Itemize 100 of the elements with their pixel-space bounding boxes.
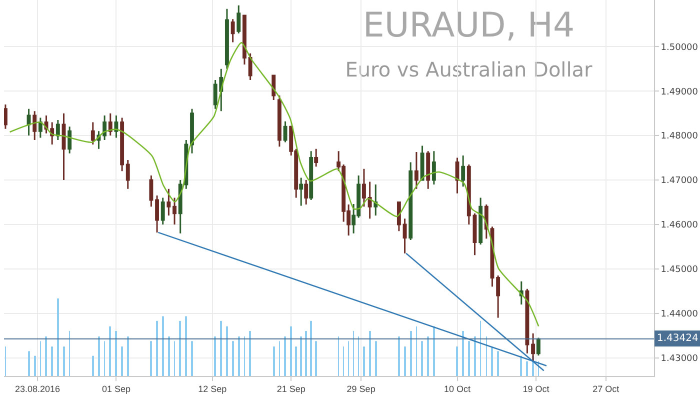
bar — [220, 320, 222, 376]
x-tick-label: 21 Sep — [276, 384, 306, 394]
candlestick — [155, 194, 159, 234]
bar — [249, 331, 251, 376]
candlestick — [62, 112, 66, 181]
candlestick — [149, 174, 154, 208]
y-tick-label: 1.43000 — [660, 354, 698, 364]
bar — [232, 341, 234, 376]
candlestick — [108, 112, 112, 136]
bar — [468, 341, 470, 376]
y-tick-label: 1.48000 — [660, 132, 698, 142]
bar — [375, 341, 377, 376]
bar — [404, 346, 406, 376]
candlestick — [4, 104, 8, 130]
ref-line-label: 1.43424 — [657, 333, 698, 344]
bar — [369, 331, 371, 376]
bar — [491, 346, 493, 376]
x-tick-label: 27 Oct — [592, 384, 620, 394]
candlestick — [160, 197, 165, 226]
candlestick — [299, 177, 304, 207]
y-tick-label: 1.47000 — [660, 176, 698, 186]
candlestick — [50, 121, 54, 146]
candlestick — [368, 181, 372, 220]
x-tick-label: 01 Sep — [102, 384, 130, 394]
candlestick — [126, 159, 130, 190]
candlestick — [172, 197, 176, 226]
candlestick — [68, 126, 72, 154]
candlestick — [242, 14, 246, 66]
bar — [28, 351, 30, 376]
candlestick — [190, 108, 194, 154]
bar — [63, 346, 65, 376]
bar — [398, 336, 400, 376]
bar — [98, 336, 100, 376]
bar — [526, 361, 528, 376]
bar — [462, 331, 464, 376]
y-tick-label: 1.44000 — [660, 309, 698, 320]
bar — [295, 346, 297, 376]
x-tick-label: 19 Oct — [522, 384, 550, 394]
bar — [300, 336, 302, 376]
bar — [226, 326, 228, 376]
candlestick — [230, 18, 235, 43]
candlestick — [455, 157, 460, 194]
candlestick — [304, 179, 308, 206]
bar — [156, 320, 158, 376]
bar — [497, 351, 499, 376]
x-tick-label: 12 Sep — [198, 384, 227, 394]
candlestick — [461, 154, 466, 188]
bar — [284, 336, 286, 376]
candlestick — [536, 337, 540, 356]
bar — [410, 331, 412, 376]
bar — [57, 298, 59, 376]
candlestick — [420, 145, 424, 181]
bar — [168, 336, 170, 376]
bar — [214, 336, 216, 376]
candlestick — [56, 119, 60, 141]
bar — [185, 316, 187, 376]
candlestick — [432, 150, 436, 186]
bar — [162, 316, 164, 376]
bar — [456, 346, 458, 376]
bar — [121, 346, 123, 376]
candlestick — [309, 150, 314, 201]
y-tick-label: 1.46000 — [660, 220, 698, 231]
candlestick — [272, 74, 276, 101]
candlestick — [236, 4, 241, 34]
bar — [150, 341, 152, 376]
candlestick — [114, 114, 118, 139]
y-tick-label: 1.49000 — [660, 87, 698, 98]
bar — [363, 346, 365, 376]
candlestick — [396, 201, 401, 232]
candlestick — [414, 151, 418, 190]
candlestick — [466, 164, 471, 226]
candlestick — [374, 184, 378, 216]
candlestick — [525, 288, 530, 354]
bar — [273, 346, 275, 376]
candlestick — [32, 110, 37, 141]
candlestick — [362, 168, 366, 208]
bar — [191, 341, 193, 376]
candlestick — [277, 94, 282, 148]
y-tick-label: 1.45000 — [660, 265, 698, 276]
bar — [34, 356, 36, 376]
bar — [290, 326, 292, 376]
bar — [310, 320, 312, 376]
candlestick — [90, 121, 95, 146]
bar — [315, 341, 317, 376]
candlestick — [314, 148, 318, 168]
bar — [238, 336, 240, 376]
x-tick-label: 29 Sep — [346, 384, 376, 394]
candlestick — [120, 117, 124, 172]
x-tick-label: 23.08.2016 — [14, 384, 60, 394]
candlestick — [283, 120, 288, 143]
bar — [45, 336, 47, 376]
candlestick — [402, 218, 407, 254]
bar — [51, 346, 53, 376]
y-tick-label: 1.50000 — [660, 42, 698, 53]
candlestick — [472, 212, 477, 256]
candlestick — [225, 8, 229, 70]
bar — [427, 336, 429, 376]
bar — [92, 356, 94, 376]
candlestick — [426, 150, 430, 190]
bar — [520, 356, 522, 376]
